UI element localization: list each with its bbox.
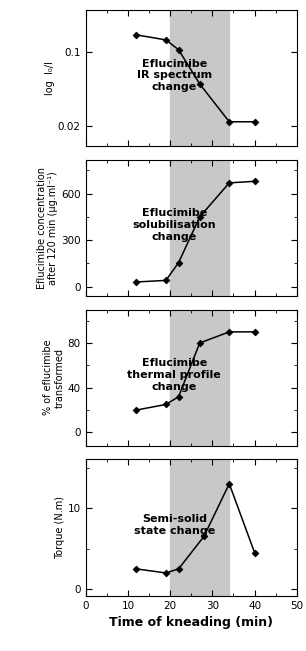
Text: Semi-solid
state change: Semi-solid state change <box>134 514 215 536</box>
Y-axis label: Eflucimibe concentration
after 120 min (µg.ml⁻¹): Eflucimibe concentration after 120 min (… <box>37 167 58 289</box>
Text: Eflucimibe
IR spectrum
change: Eflucimibe IR spectrum change <box>137 59 212 92</box>
Bar <box>170 10 229 146</box>
Text: Eflucimibe
thermal profile
change: Eflucimibe thermal profile change <box>128 358 221 391</box>
Y-axis label: log  I₀/I: log I₀/I <box>45 61 55 95</box>
Y-axis label: % of eflucimibe
transformed: % of eflucimibe transformed <box>43 340 65 415</box>
Text: Eflucimibe
solubilisation
change: Eflucimibe solubilisation change <box>132 208 216 242</box>
Bar <box>170 460 229 596</box>
Bar <box>170 309 229 446</box>
Bar <box>170 159 229 296</box>
X-axis label: Time of kneading (min): Time of kneading (min) <box>109 616 273 629</box>
Y-axis label: Torque (N.m): Torque (N.m) <box>55 496 65 559</box>
